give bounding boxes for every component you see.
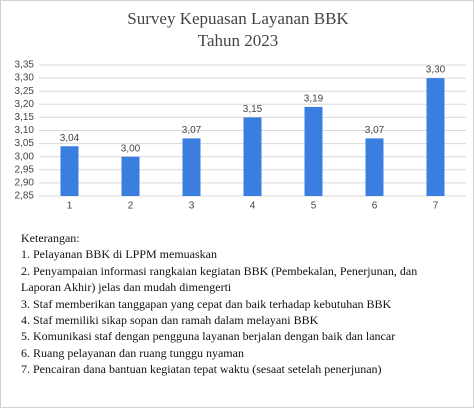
x-tick-label: 5 <box>311 201 317 212</box>
y-tick-label: 3,00 <box>15 151 35 162</box>
note-item: 3. Staf memberikan tanggapan yang cepat … <box>21 296 392 311</box>
note-item: 2. Penyampaian informasi rangkaian kegia… <box>21 263 418 295</box>
note-item: 1. Pelayanan BBK di LPPM memuaskan <box>21 247 217 262</box>
data-label: 3,15 <box>243 104 263 115</box>
data-label: 3,30 <box>426 65 446 76</box>
bar <box>182 138 201 196</box>
notes: Keterangan: 1. Pelayanan BBK di LPPM mem… <box>21 230 441 378</box>
note-item: 5. Komunikasi staf dengan pengguna layan… <box>21 329 396 344</box>
bar <box>426 78 445 196</box>
data-label: 3,07 <box>182 125 202 136</box>
x-tick-label: 4 <box>250 201 256 212</box>
y-tick-label: 2,85 <box>15 191 35 202</box>
chart-subtitle: Tahun 2023 <box>198 31 279 50</box>
bar <box>304 106 323 196</box>
y-tick-label: 3,25 <box>15 86 35 97</box>
y-tick-label: 3,35 <box>15 60 35 71</box>
x-tick-label: 7 <box>433 201 439 212</box>
notes-heading: Keterangan: <box>21 231 80 245</box>
y-tick-label: 3,15 <box>15 112 35 123</box>
y-tick-label: 2,90 <box>15 178 35 189</box>
x-tick-label: 3 <box>189 201 195 212</box>
note-item: 7. Pencairan dana bantuan kegiatan tepat… <box>21 362 382 377</box>
chart-title: Survey Kepuasan Layanan BBK <box>127 9 349 28</box>
y-tick-label: 3,30 <box>15 73 35 84</box>
y-tick-label: 2,95 <box>15 164 35 175</box>
y-tick-label: 3,10 <box>15 125 35 136</box>
y-tick-label: 3,05 <box>15 138 35 149</box>
bar <box>365 138 384 196</box>
data-label: 3,04 <box>60 133 80 144</box>
data-label: 3,00 <box>121 143 141 154</box>
data-label: 3,19 <box>304 94 324 105</box>
bar <box>60 146 79 196</box>
x-tick-label: 6 <box>372 201 378 212</box>
note-item: 4. Staf memiliki sikap sopan dan ramah d… <box>21 313 319 328</box>
data-label: 3,07 <box>365 125 385 136</box>
chart: Survey Kepuasan Layanan BBK Tahun 2023 2… <box>15 9 466 212</box>
y-tick-label: 3,20 <box>15 99 35 110</box>
x-tick-label: 1 <box>67 201 73 212</box>
bar <box>243 117 262 196</box>
bar <box>121 156 140 196</box>
x-tick-label: 2 <box>128 201 134 212</box>
note-item: 6. Ruang pelayanan dan ruang tunggu nyam… <box>21 345 244 360</box>
